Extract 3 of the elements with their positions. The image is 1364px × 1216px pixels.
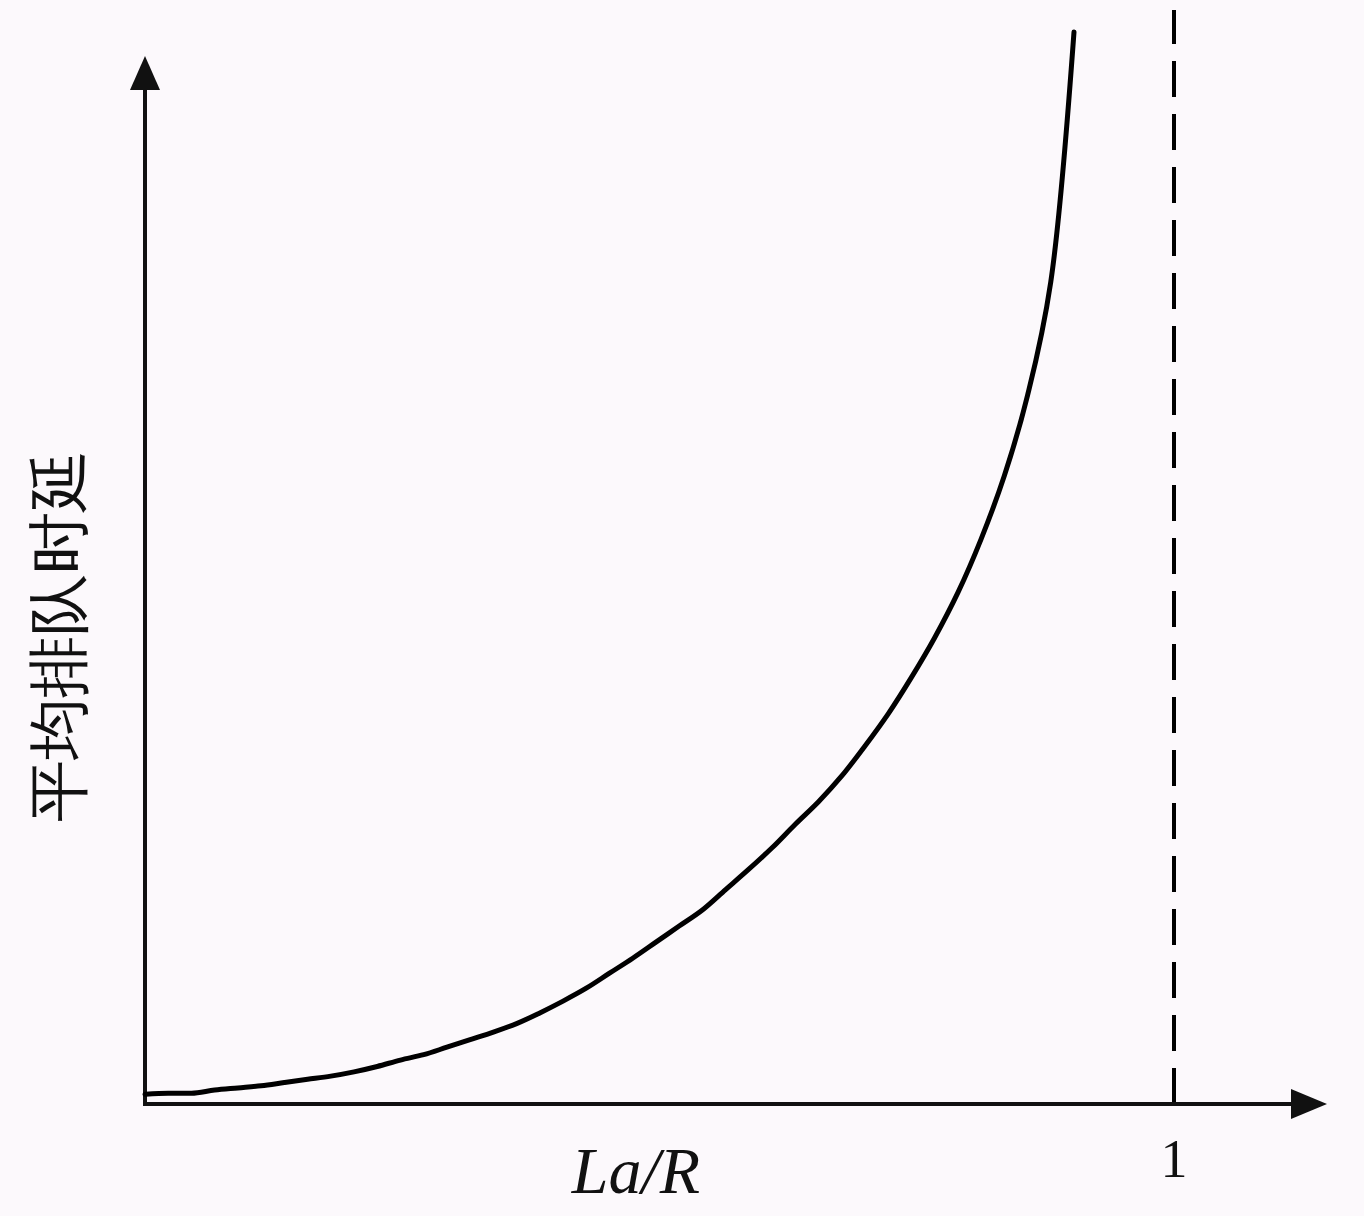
annotation: 1 xyxy=(1160,10,1188,1189)
ylabel: 平均排队时延 xyxy=(21,450,95,822)
xlabel: La/R xyxy=(571,1134,701,1207)
